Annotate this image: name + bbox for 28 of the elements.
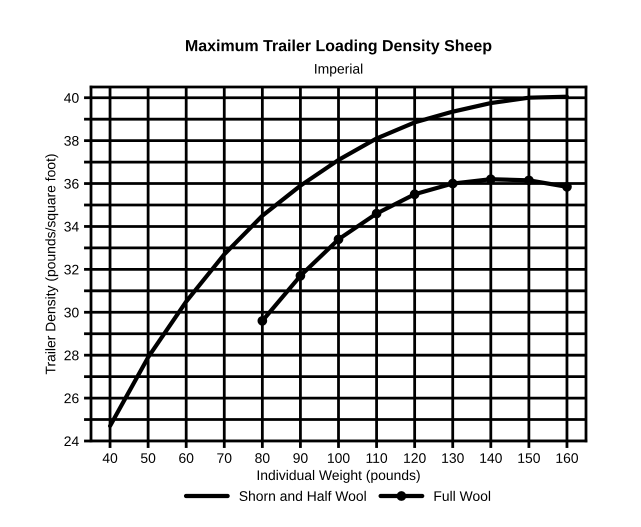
x-tick-label: 150 bbox=[518, 453, 540, 464]
y-tick-label: 26 bbox=[64, 393, 79, 404]
x-tick-label: 140 bbox=[480, 453, 502, 464]
x-tick-label: 90 bbox=[293, 453, 308, 464]
y-axis-title: Trailer Density (pounds/square foot) bbox=[45, 154, 58, 374]
x-tick-label: 120 bbox=[404, 453, 426, 464]
chart-subtitle: Imperial bbox=[315, 64, 362, 76]
x-tick-label: 130 bbox=[442, 453, 464, 464]
x-axis-title: Individual Weight (pounds) bbox=[258, 470, 420, 483]
x-tick-label: 70 bbox=[217, 453, 232, 464]
legend-label: Full Wool bbox=[434, 490, 490, 502]
x-tick-label: 80 bbox=[255, 453, 270, 464]
x-tick-label: 50 bbox=[140, 453, 156, 464]
y-tick-label: 28 bbox=[64, 350, 79, 360]
x-tick-label: 40 bbox=[102, 453, 118, 464]
y-tick-label: 30 bbox=[64, 308, 79, 318]
x-tick-label: 60 bbox=[179, 453, 194, 464]
y-tick-label: 32 bbox=[64, 264, 78, 275]
x-tick-label: 100 bbox=[328, 453, 350, 464]
chart-title: Maximum Trailer Loading Density Sheep bbox=[186, 40, 492, 54]
y-tick-label: 36 bbox=[64, 178, 79, 189]
y-tick-label: 40 bbox=[64, 93, 79, 103]
x-tick-label: 160 bbox=[556, 453, 578, 464]
y-tick-label: 24 bbox=[64, 436, 79, 446]
legend-label: Shorn and Half Wool bbox=[239, 490, 366, 502]
x-tick-label: 110 bbox=[366, 453, 388, 464]
y-tick-label: 38 bbox=[64, 136, 79, 146]
y-tick-label: 34 bbox=[64, 222, 79, 232]
